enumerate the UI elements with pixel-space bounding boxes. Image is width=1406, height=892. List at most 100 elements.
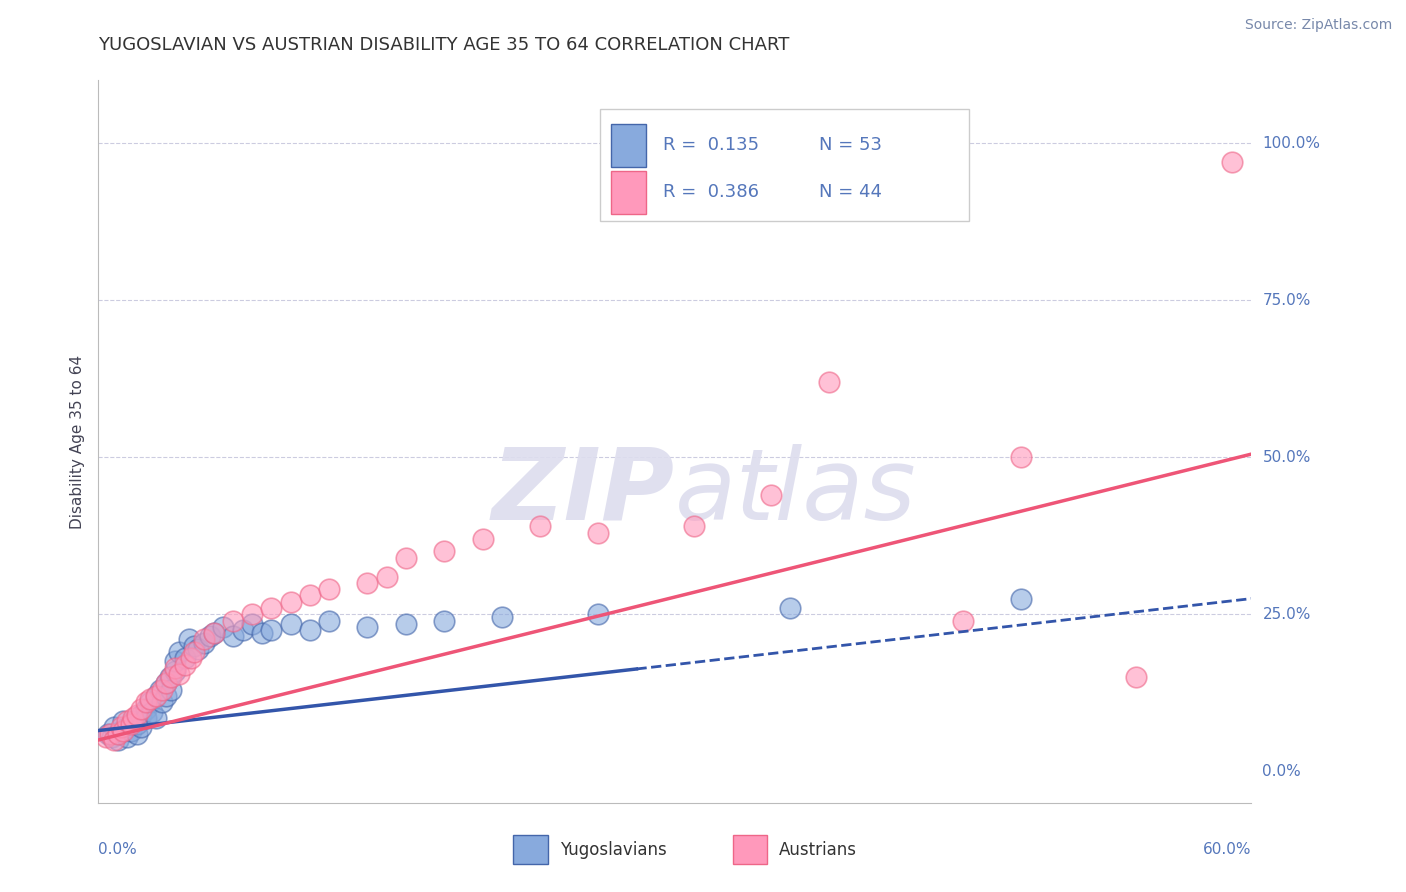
- Point: [150, 682, 173, 697]
- Point: [117, 714, 139, 728]
- Point: [145, 689, 167, 703]
- Point: [120, 723, 142, 738]
- Point: [174, 657, 197, 672]
- Point: [112, 714, 135, 728]
- Point: [125, 707, 148, 722]
- Point: [1125, 670, 1147, 684]
- Point: [94, 730, 117, 744]
- Text: N = 44: N = 44: [820, 183, 882, 202]
- Point: [145, 711, 167, 725]
- Text: 0.0%: 0.0%: [98, 842, 138, 856]
- Point: [1010, 450, 1032, 465]
- Point: [193, 635, 215, 649]
- Point: [298, 589, 321, 603]
- Point: [202, 626, 225, 640]
- Point: [280, 616, 302, 631]
- Text: Yugoslavians: Yugoslavians: [560, 841, 666, 859]
- Point: [98, 727, 121, 741]
- Point: [125, 717, 148, 731]
- Text: 60.0%: 60.0%: [1204, 842, 1251, 856]
- Point: [586, 607, 609, 622]
- Bar: [612, 170, 645, 214]
- Y-axis label: Disability Age 35 to 64: Disability Age 35 to 64: [69, 354, 84, 529]
- Point: [250, 626, 273, 640]
- Text: N = 53: N = 53: [820, 136, 882, 154]
- Text: R =  0.386: R = 0.386: [664, 183, 759, 202]
- Point: [165, 661, 187, 675]
- Point: [586, 525, 609, 540]
- Point: [155, 689, 177, 703]
- Point: [222, 614, 245, 628]
- Point: [375, 569, 398, 583]
- Point: [356, 620, 378, 634]
- Point: [135, 701, 157, 715]
- Text: R =  0.135: R = 0.135: [664, 136, 759, 154]
- Point: [817, 375, 839, 389]
- Point: [103, 720, 125, 734]
- Point: [222, 629, 245, 643]
- Point: [107, 727, 129, 741]
- Point: [165, 655, 187, 669]
- Point: [117, 720, 139, 734]
- Point: [433, 544, 456, 558]
- Point: [97, 727, 120, 741]
- Point: [135, 695, 157, 709]
- Point: [160, 670, 183, 684]
- Text: Austrians: Austrians: [779, 841, 856, 859]
- Text: Source: ZipAtlas.com: Source: ZipAtlas.com: [1244, 18, 1392, 32]
- Point: [298, 623, 321, 637]
- Point: [141, 705, 163, 719]
- Point: [1220, 155, 1243, 169]
- Point: [107, 733, 129, 747]
- Point: [231, 623, 254, 637]
- Point: [260, 601, 283, 615]
- Point: [183, 645, 205, 659]
- Text: 0.0%: 0.0%: [1263, 764, 1301, 779]
- Point: [112, 723, 135, 738]
- Bar: [513, 835, 548, 864]
- Point: [129, 701, 152, 715]
- Point: [107, 727, 129, 741]
- Point: [139, 695, 162, 709]
- FancyBboxPatch shape: [600, 109, 969, 221]
- Point: [471, 532, 494, 546]
- Point: [160, 682, 183, 697]
- Point: [129, 707, 152, 722]
- Point: [120, 717, 142, 731]
- Point: [318, 614, 340, 628]
- Text: atlas: atlas: [675, 443, 917, 541]
- Point: [193, 632, 215, 647]
- Point: [202, 626, 225, 640]
- Point: [759, 488, 782, 502]
- Point: [183, 639, 205, 653]
- Point: [101, 730, 124, 744]
- Point: [240, 607, 263, 622]
- Point: [149, 682, 172, 697]
- Point: [280, 595, 302, 609]
- Text: ZIP: ZIP: [492, 443, 675, 541]
- Point: [212, 620, 235, 634]
- Point: [155, 676, 177, 690]
- Point: [779, 601, 801, 615]
- Point: [356, 575, 378, 590]
- Point: [395, 616, 418, 631]
- Point: [129, 720, 152, 734]
- Point: [122, 714, 145, 728]
- Point: [683, 519, 706, 533]
- Point: [433, 614, 456, 628]
- Point: [103, 733, 125, 747]
- Point: [159, 670, 181, 684]
- Point: [167, 645, 190, 659]
- Bar: [612, 124, 645, 167]
- Point: [529, 519, 551, 533]
- Text: 50.0%: 50.0%: [1263, 450, 1310, 465]
- Bar: [733, 835, 768, 864]
- Point: [165, 664, 187, 678]
- Point: [150, 695, 173, 709]
- Text: 100.0%: 100.0%: [1263, 136, 1320, 151]
- Point: [110, 720, 132, 734]
- Point: [491, 610, 513, 624]
- Point: [125, 727, 148, 741]
- Text: 25.0%: 25.0%: [1263, 607, 1310, 622]
- Point: [187, 641, 209, 656]
